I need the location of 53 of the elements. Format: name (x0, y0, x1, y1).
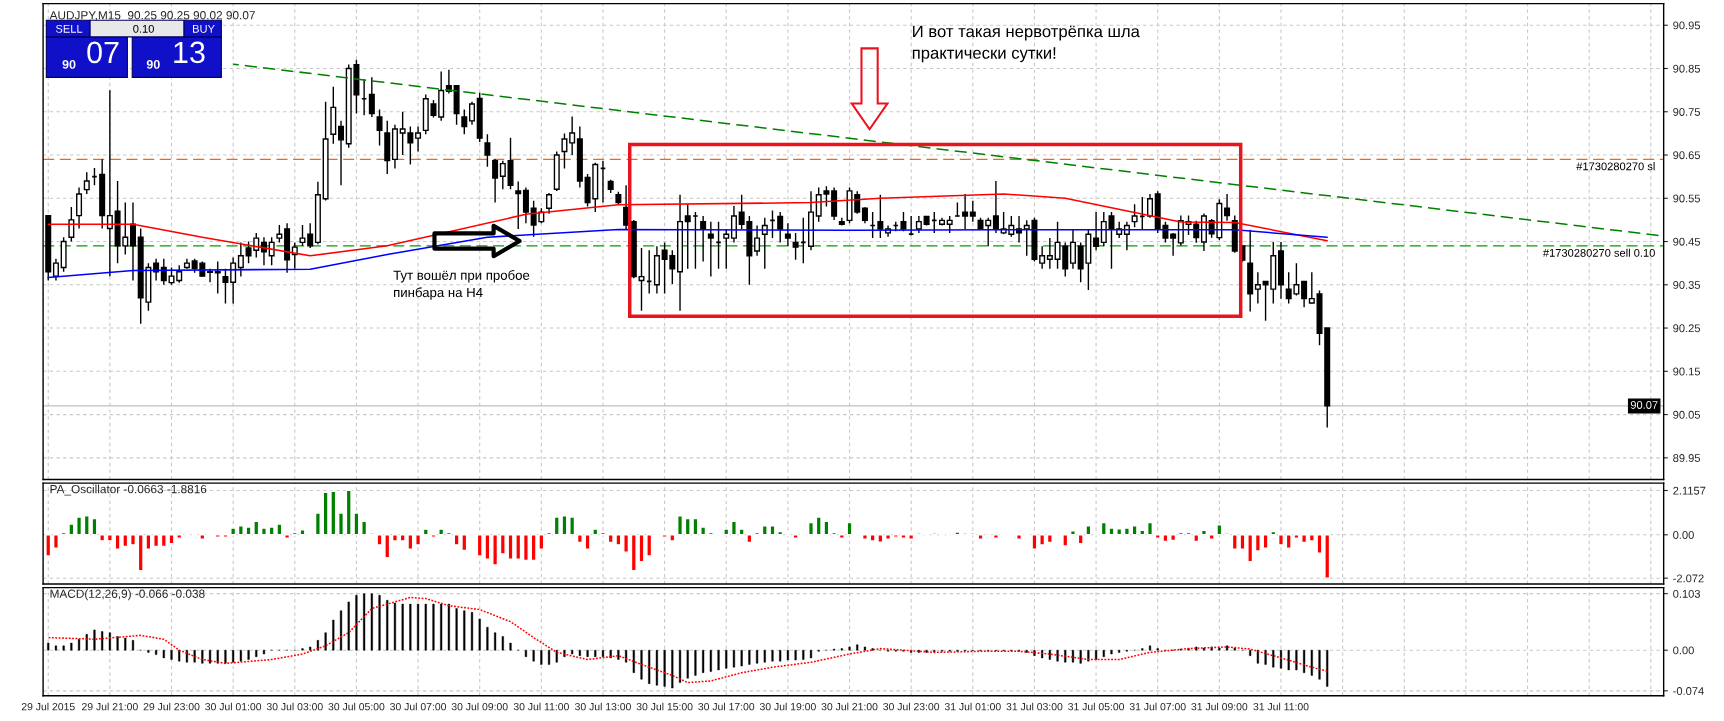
y-tick-label: -0.074 (1673, 687, 1704, 695)
y-tick-label: 2.1157 (1673, 486, 1706, 495)
annotation: 0.10 (133, 24, 154, 33)
y-tick-label: 90.25 (1673, 324, 1701, 333)
y-tick-label: 89.95 (1673, 454, 1701, 462)
text: AUDJPY,M15 90.25 90.25 90.02 90.07 (49, 11, 255, 21)
y-tick-label: 0.00 (1673, 531, 1694, 539)
annotation: 90 (146, 59, 160, 69)
ref-line-label: #1730280270 sell 0.10 (1542, 248, 1655, 257)
x-tick-label: 30 Jul 15:00 (636, 702, 693, 711)
annotation: 07 (87, 41, 119, 64)
y-tick-label: 0.00 (1673, 646, 1694, 655)
x-tick-label: 29 Jul 2015 (21, 702, 75, 711)
x-tick-label: 31 Jul 09:00 (1191, 702, 1248, 711)
x-tick-label: 31 Jul 07:00 (1129, 702, 1186, 711)
x-tick-label: 30 Jul 09:00 (451, 702, 508, 711)
y-tick-label: 90.15 (1673, 367, 1701, 376)
ref-line-label: 90.07 (1630, 401, 1658, 409)
x-tick-label: 31 Jul 11:00 (1253, 702, 1309, 711)
annotation: BUY (193, 25, 215, 33)
x-tick-label: 31 Jul 01:00 (944, 702, 1001, 711)
y-tick-label: 0.103 (1673, 589, 1700, 598)
annotation: Тут вошёл при пробое пинбара на H4 (393, 270, 530, 300)
chart-title: PA_Oscillator -0.0663 -1.8816 (50, 484, 207, 496)
annotation: 90 (62, 59, 76, 69)
chart-title: MACD(12,26,9) -0.066 -0.038 (50, 589, 205, 601)
x-tick-label: 30 Jul 01:00 (205, 702, 262, 711)
x-tick-label: 30 Jul 07:00 (390, 702, 447, 711)
y-tick-label: 90.75 (1673, 108, 1701, 116)
x-tick-label: 30 Jul 13:00 (575, 702, 631, 711)
annotation: SELL (55, 24, 83, 33)
x-tick-label: 30 Jul 17:00 (698, 702, 755, 711)
annotation: 13 (174, 41, 205, 64)
y-tick-label: 90.95 (1673, 21, 1701, 30)
x-tick-label: 30 Jul 23:00 (883, 702, 940, 711)
x-tick-label: 29 Jul 23:00 (143, 702, 200, 711)
y-tick-label: 90.35 (1673, 281, 1701, 289)
y-tick-label: 90.65 (1673, 151, 1701, 160)
y-tick-label: -2.072 (1673, 574, 1704, 583)
x-tick-label: 30 Jul 05:00 (328, 702, 385, 711)
y-tick-label: 90.05 (1673, 410, 1701, 419)
x-tick-label: 31 Jul 05:00 (1068, 702, 1125, 711)
x-tick-label: 29 Jul 21:00 (82, 702, 138, 711)
annotation: И вот такая нервотрёпка шла практически сутки! (912, 25, 1140, 63)
x-tick-label: 30 Jul 21:00 (821, 702, 878, 711)
x-tick-label: 30 Jul 11:00 (513, 702, 569, 711)
ref-line-label: #1730280270 sl (1576, 162, 1655, 171)
y-tick-label: 90.55 (1673, 194, 1701, 203)
y-tick-label: 90.45 (1673, 237, 1701, 246)
x-tick-label: 30 Jul 19:00 (759, 702, 816, 711)
x-tick-label: 30 Jul 03:00 (266, 702, 323, 711)
y-tick-label: 90.85 (1673, 64, 1701, 73)
x-tick-label: 31 Jul 03:00 (1006, 702, 1063, 711)
